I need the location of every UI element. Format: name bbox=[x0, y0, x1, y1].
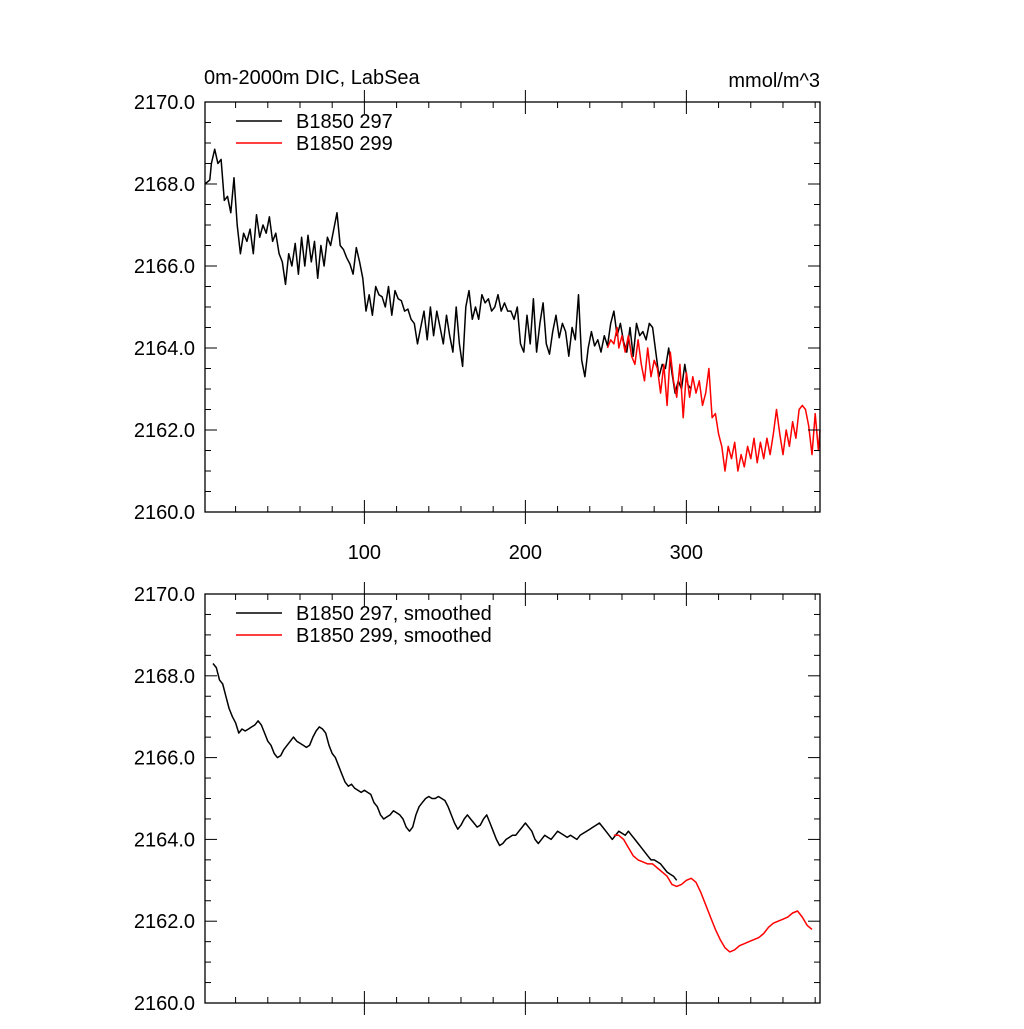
y-tick-label: 2166.0 bbox=[134, 256, 195, 278]
series-layer bbox=[212, 663, 813, 953]
y-tick-label: 2164.0 bbox=[134, 338, 195, 360]
axes-layer: 2160.0 2162.0 2164.0 2166.0 2168.0 2170.0 100 2… bbox=[134, 90, 821, 564]
legend-label-0: B1850 297 bbox=[296, 111, 393, 133]
x-tick-label: 200 bbox=[509, 542, 542, 564]
series-line-1 bbox=[606, 326, 821, 472]
y-tick-label: 2160.0 bbox=[134, 993, 195, 1015]
top-panel: 0m-2000m DIC, LabSea mmol/m^3 2160.0 2162… bbox=[134, 67, 821, 564]
y-tick-label: 2168.0 bbox=[134, 666, 195, 688]
legend-label-1: B1850 299, smoothed bbox=[296, 625, 492, 647]
x-tick-label: 300 bbox=[670, 542, 703, 564]
series-layer bbox=[204, 148, 821, 472]
y-tick-label: 2160.0 bbox=[134, 502, 195, 524]
series-line-0 bbox=[212, 663, 678, 881]
plot-frame bbox=[204, 593, 821, 1004]
units-label: mmol/m^3 bbox=[728, 70, 820, 92]
y-tick-label: 2170.0 bbox=[134, 92, 195, 114]
chart-title: 0m-2000m DIC, LabSea bbox=[204, 67, 421, 89]
y-tick-label: 2164.0 bbox=[134, 829, 195, 851]
y-tick-label: 2166.0 bbox=[134, 748, 195, 770]
y-tick-label: 2170.0 bbox=[134, 584, 195, 606]
y-tick-label: 2162.0 bbox=[134, 911, 195, 933]
series-line-0 bbox=[204, 148, 692, 394]
bottom-panel: 2160.0 2162.0 2164.0 2166.0 2168.0 2170.0 B18… bbox=[134, 582, 821, 1015]
legend-label-1: B1850 299 bbox=[296, 133, 393, 155]
y-tick-label: 2162.0 bbox=[134, 420, 195, 442]
series-line-1 bbox=[613, 834, 813, 953]
x-tick-label: 100 bbox=[348, 542, 381, 564]
legend-label-0: B1850 297, smoothed bbox=[296, 603, 492, 625]
y-tick-label: 2168.0 bbox=[134, 174, 195, 196]
axes-layer: 2160.0 2162.0 2164.0 2166.0 2168.0 2170.0 bbox=[134, 582, 821, 1015]
